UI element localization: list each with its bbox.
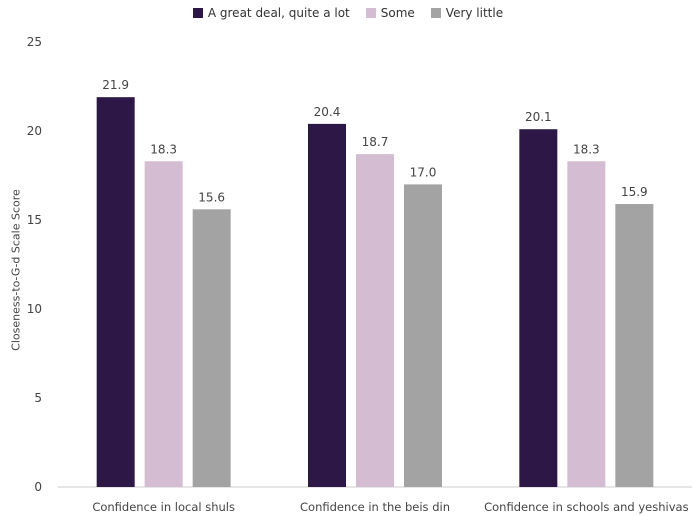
x-tick-label: Confidence in local shuls	[92, 500, 235, 514]
legend-item-great-deal: A great deal, quite a lot	[192, 6, 350, 20]
data-label: 15.6	[198, 190, 225, 204]
legend-item-very-little: Very little	[430, 6, 504, 20]
x-tick-label: Confidence in schools and yeshivas	[484, 500, 688, 514]
y-tick-label: 10	[27, 302, 42, 316]
bar	[308, 123, 346, 487]
data-label: 20.4	[314, 105, 341, 119]
y-tick-label: 15	[27, 213, 42, 227]
bar	[567, 161, 606, 487]
bar	[96, 97, 135, 488]
legend-label-great-deal: A great deal, quite a lot	[207, 6, 350, 20]
data-label: 18.7	[362, 135, 389, 149]
bar	[144, 161, 183, 487]
legend-swatch-some	[365, 8, 376, 18]
data-label: 18.3	[150, 142, 177, 156]
y-tick-label: 20	[27, 124, 42, 138]
data-label: 21.9	[102, 78, 129, 92]
bar	[356, 154, 394, 487]
data-label: 18.3	[573, 142, 600, 156]
legend-label-very-little: Very little	[445, 6, 504, 20]
bar	[519, 129, 558, 487]
data-label: 17.0	[410, 165, 437, 179]
legend: A great deal, quite a lot Some Very litt…	[0, 6, 696, 20]
bar	[615, 203, 654, 488]
legend-item-some: Some	[365, 6, 415, 20]
y-tick-label: 25	[27, 35, 42, 49]
data-label: 15.9	[621, 185, 648, 199]
legend-label-some: Some	[380, 6, 415, 20]
y-tick-label: 5	[34, 391, 42, 405]
legend-swatch-very-little	[430, 8, 441, 18]
x-tick-label: Confidence in the beis din	[300, 500, 450, 514]
bar	[404, 184, 442, 487]
bar	[192, 209, 231, 487]
data-label: 20.1	[525, 110, 552, 124]
legend-swatch-great-deal	[192, 8, 203, 18]
y-tick-label: 0	[34, 480, 42, 494]
